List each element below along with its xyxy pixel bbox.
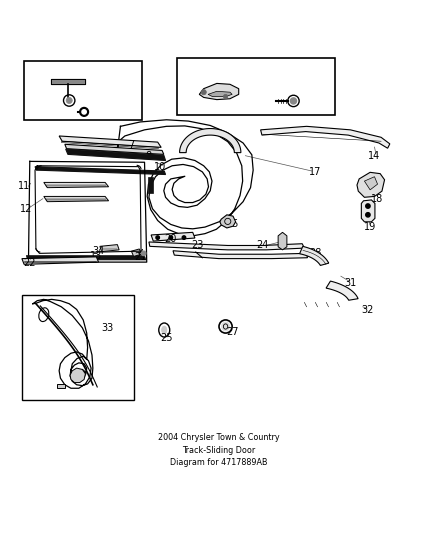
Polygon shape [220,215,236,228]
Polygon shape [66,149,166,160]
Bar [24,61,142,120]
Text: 32: 32 [362,305,374,316]
Polygon shape [22,257,99,264]
Text: 3: 3 [317,90,323,99]
Text: 19: 19 [364,222,376,232]
Text: 11: 11 [18,181,30,191]
Text: 13: 13 [90,251,102,261]
Bar [177,59,335,115]
Text: 21: 21 [134,252,146,262]
Text: 33: 33 [101,323,113,333]
Text: 1: 1 [216,90,222,99]
Polygon shape [131,249,141,256]
Ellipse shape [162,326,167,334]
Polygon shape [364,177,378,190]
Polygon shape [148,177,153,193]
Circle shape [223,94,228,99]
Polygon shape [208,91,232,96]
Text: 8: 8 [145,151,151,160]
Polygon shape [44,197,109,201]
Polygon shape [300,246,329,265]
Text: 2004 Chrysler Town & Country
Track-Sliding Door
Diagram for 4717889AB: 2004 Chrysler Town & Country Track-Slidi… [158,433,280,467]
Bar [22,295,134,400]
Polygon shape [51,79,85,84]
Polygon shape [173,251,307,259]
Text: 20: 20 [165,235,177,244]
Text: 10: 10 [154,161,166,172]
Text: 7: 7 [128,140,134,150]
Polygon shape [149,242,304,250]
Text: 12: 12 [20,204,32,214]
Polygon shape [199,84,239,100]
Circle shape [80,108,88,116]
Text: 14: 14 [368,151,381,160]
Polygon shape [180,128,241,152]
Polygon shape [357,172,385,197]
Polygon shape [26,255,146,260]
Text: 31: 31 [344,278,357,288]
Text: 17: 17 [309,167,321,177]
Polygon shape [326,281,358,300]
Polygon shape [59,136,161,147]
Polygon shape [70,368,85,383]
Circle shape [290,98,297,104]
Polygon shape [65,144,164,155]
Text: 27: 27 [226,327,238,337]
Text: 4: 4 [41,101,47,111]
Circle shape [366,204,370,208]
Ellipse shape [222,322,230,331]
Circle shape [169,236,173,239]
Text: 5: 5 [71,111,77,122]
Polygon shape [100,245,119,252]
Circle shape [366,213,370,217]
Text: 34: 34 [92,246,105,256]
Text: 35: 35 [226,219,238,229]
Circle shape [82,110,86,114]
Polygon shape [151,232,195,241]
Circle shape [66,98,72,103]
Text: 23: 23 [191,240,203,251]
Text: 24: 24 [257,240,269,251]
Circle shape [156,236,159,239]
Polygon shape [57,384,65,388]
Text: 22: 22 [24,258,36,268]
Text: 28: 28 [309,248,321,259]
Polygon shape [278,232,287,250]
Circle shape [182,236,186,239]
Polygon shape [35,167,166,174]
Circle shape [141,251,146,255]
Text: 18: 18 [371,193,383,204]
Polygon shape [261,126,390,148]
Polygon shape [361,200,375,222]
Circle shape [201,90,206,95]
Text: 25: 25 [160,333,173,343]
Polygon shape [44,182,109,188]
